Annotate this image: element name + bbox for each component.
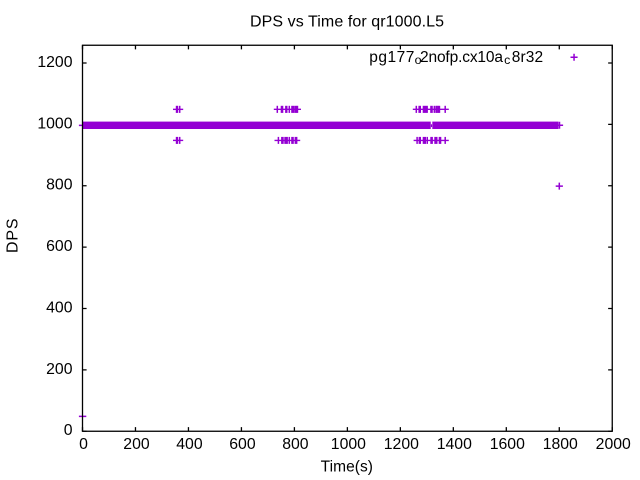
svg-text:1000: 1000 [37,115,72,132]
svg-text:1400: 1400 [437,436,472,453]
svg-text:1800: 1800 [543,436,578,453]
svg-text:DPS vs Time for qr1000.L5: DPS vs Time for qr1000.L5 [250,14,444,31]
svg-text:2nofp.cx10a: 2nofp.cx10a [420,49,503,66]
svg-text:1600: 1600 [490,436,525,453]
svg-text:c: c [504,53,510,67]
svg-text:400: 400 [46,299,73,316]
svg-text:1200: 1200 [384,436,419,453]
svg-text:0: 0 [79,436,88,453]
svg-text:600: 600 [46,238,73,255]
svg-text:800: 800 [46,177,73,194]
svg-text:1000: 1000 [331,436,366,453]
svg-text:0: 0 [64,422,73,439]
svg-text:400: 400 [176,436,203,453]
svg-text:200: 200 [123,436,150,453]
svg-text:2000: 2000 [596,436,631,453]
svg-text:200: 200 [46,361,73,378]
svg-text:Time(s): Time(s) [321,459,373,476]
svg-text:8r32: 8r32 [512,49,543,66]
svg-text:DPS: DPS [5,219,22,254]
svg-text:1200: 1200 [37,54,72,71]
svg-text:600: 600 [229,436,256,453]
svg-text:o: o [415,53,422,67]
svg-text:800: 800 [282,436,309,453]
svg-text:pg177: pg177 [369,49,414,66]
